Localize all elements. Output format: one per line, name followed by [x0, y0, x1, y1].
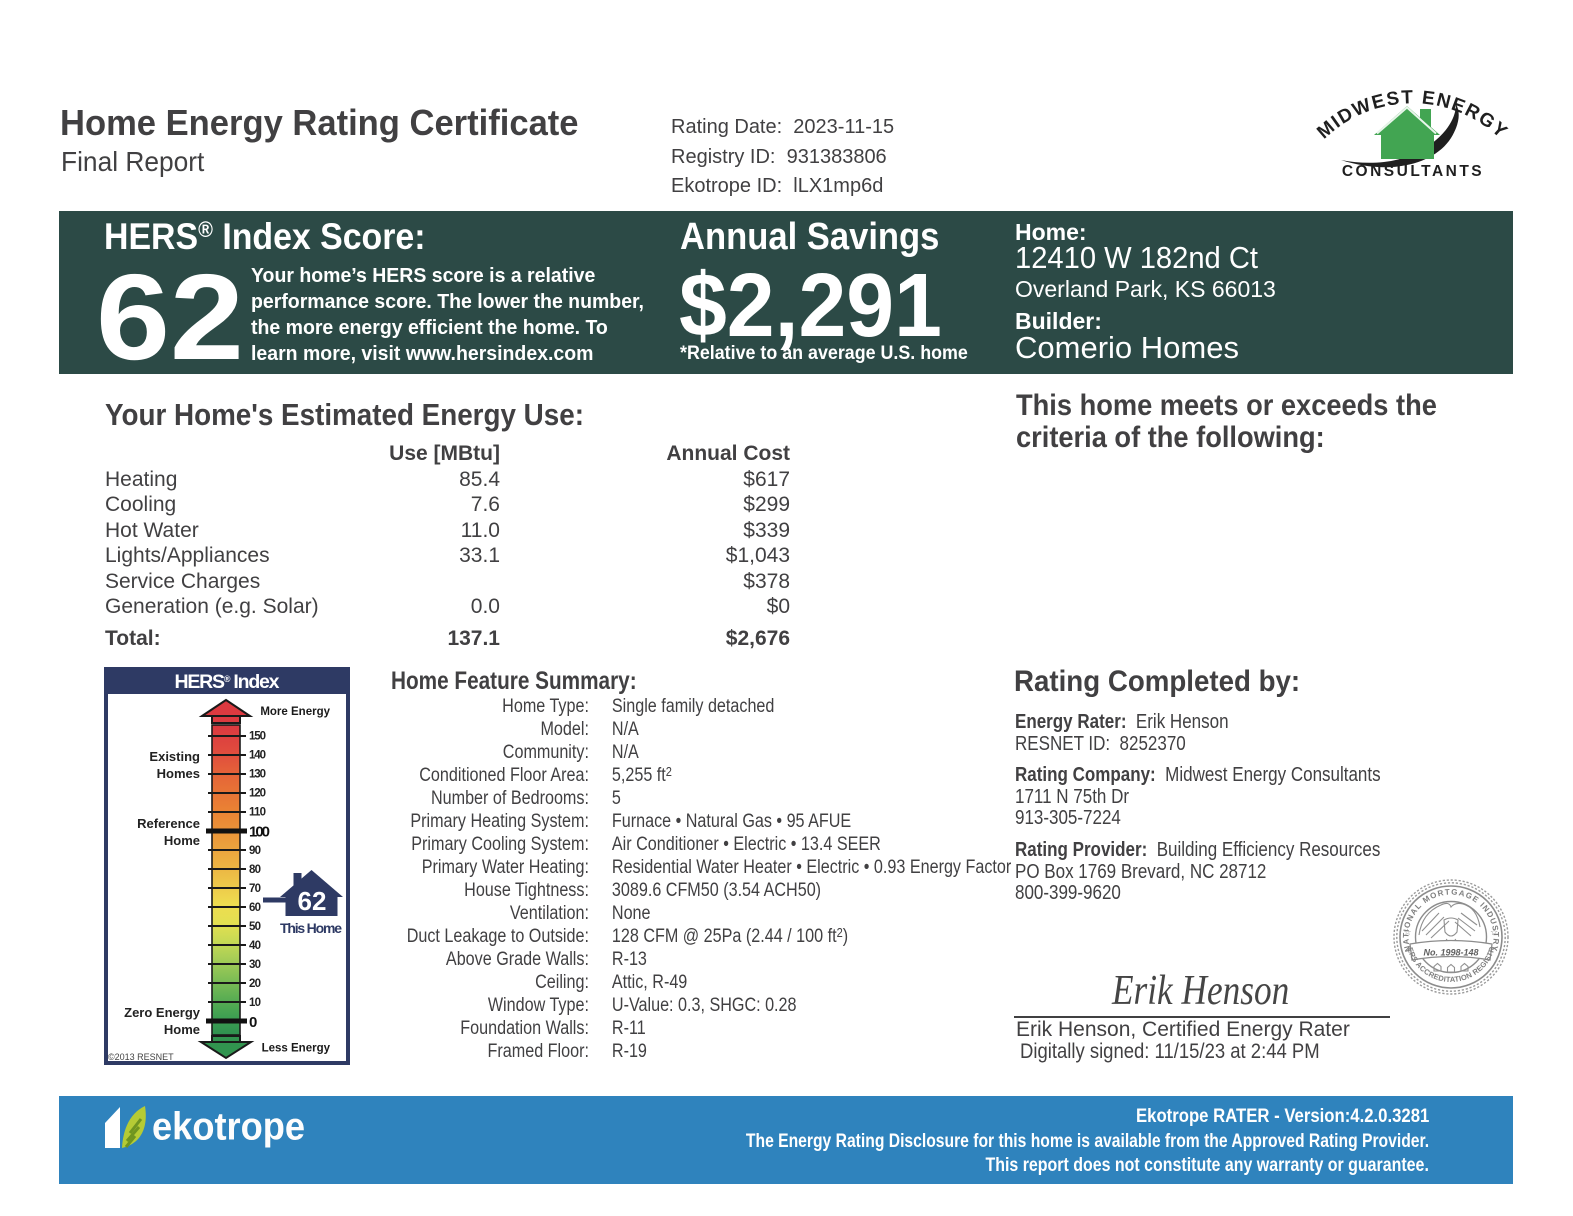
svg-text:150: 150	[249, 731, 266, 743]
svg-text:More Energy: More Energy	[260, 706, 330, 718]
svg-text:Home: Home	[164, 1022, 200, 1037]
svg-text:Zero Energy: Zero Energy	[124, 1005, 201, 1020]
svg-text:60: 60	[249, 902, 261, 914]
svg-text:©2013 RESNET: ©2013 RESNET	[108, 1052, 174, 1062]
svg-text:90: 90	[249, 845, 261, 857]
svg-text:80: 80	[249, 864, 261, 876]
svg-text:HERS® Index: HERS® Index	[175, 671, 280, 693]
svg-text:Less Energy: Less Energy	[262, 1043, 331, 1055]
svg-text:20: 20	[249, 978, 261, 990]
svg-text:30: 30	[249, 959, 261, 971]
svg-text:140: 140	[249, 750, 266, 762]
svg-text:10: 10	[249, 997, 261, 1009]
svg-text:50: 50	[249, 921, 261, 933]
svg-text:130: 130	[249, 769, 266, 781]
svg-text:This Home: This Home	[280, 920, 342, 936]
svg-text:100: 100	[249, 824, 270, 841]
svg-text:☆: ☆	[1490, 927, 1498, 937]
svg-text:Reference: Reference	[137, 816, 200, 831]
svg-text:120: 120	[249, 788, 266, 800]
svg-text:No. 1998-148: No. 1998-148	[1423, 948, 1478, 958]
svg-text:ekotrope: ekotrope	[152, 1105, 305, 1148]
svg-text:Erik Henson: Erik Henson	[1111, 967, 1289, 1014]
svg-text:Home: Home	[164, 833, 200, 848]
svg-text:Homes: Homes	[157, 766, 200, 781]
svg-text:62: 62	[298, 886, 327, 916]
svg-text:40: 40	[249, 940, 261, 952]
svg-text:☆: ☆	[1404, 927, 1412, 937]
svg-text:Existing: Existing	[149, 749, 200, 764]
svg-text:110: 110	[249, 807, 266, 819]
svg-text:CONSULTANTS: CONSULTANTS	[1342, 163, 1484, 180]
svg-text:0: 0	[249, 1014, 257, 1031]
svg-text:70: 70	[249, 883, 261, 895]
